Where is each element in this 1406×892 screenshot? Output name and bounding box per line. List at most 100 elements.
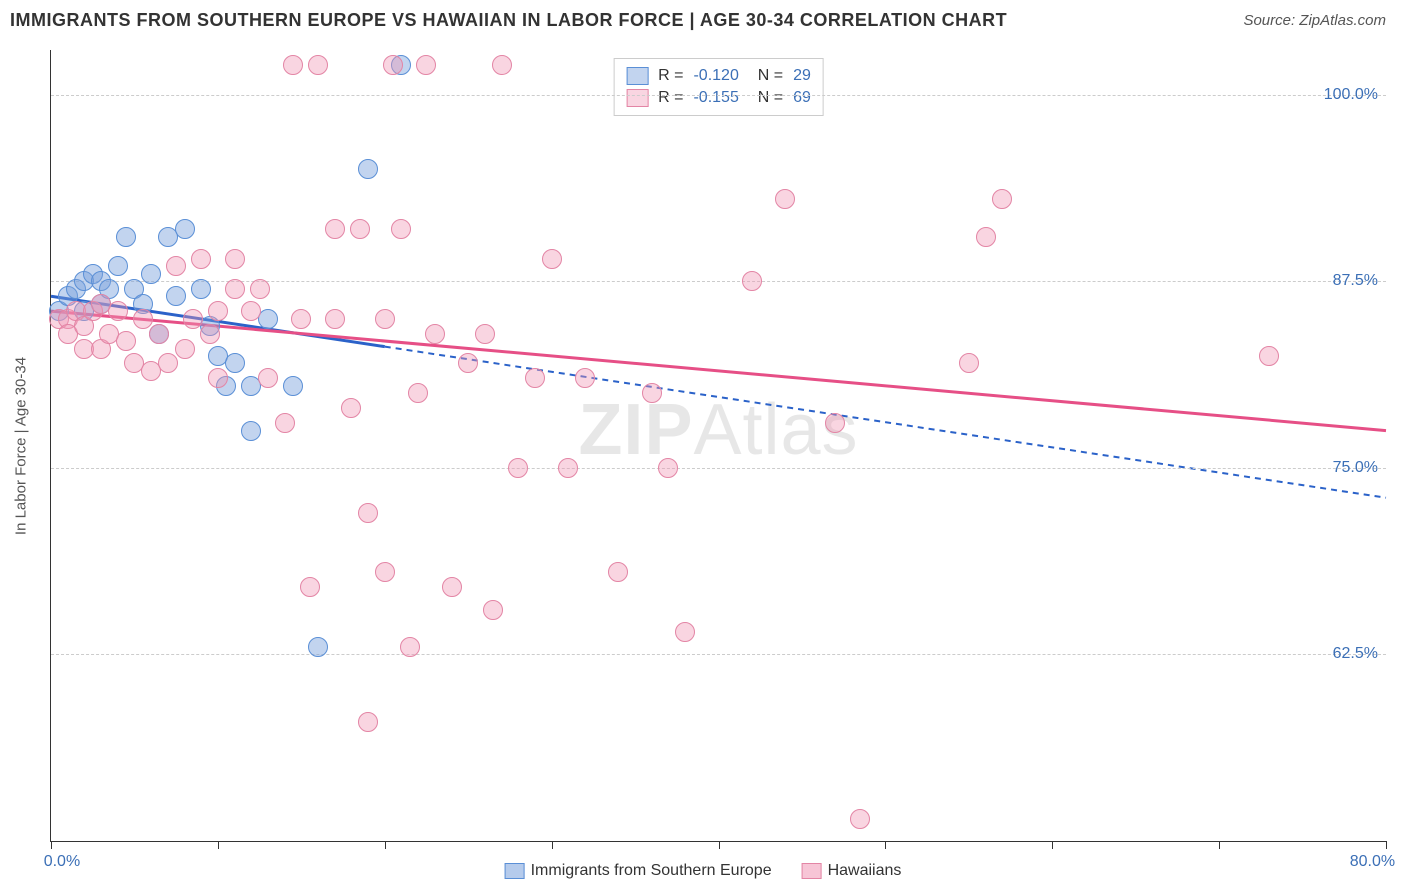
data-point xyxy=(175,219,195,239)
source-label: Source: ZipAtlas.com xyxy=(1243,12,1386,29)
y-tick-label: 62.5% xyxy=(1333,645,1378,663)
y-tick-label: 87.5% xyxy=(1333,272,1378,290)
data-point xyxy=(308,55,328,75)
data-point xyxy=(400,637,420,657)
x-tick xyxy=(1219,841,1220,849)
x-tick xyxy=(51,841,52,849)
legend-label: Hawaiians xyxy=(828,862,902,879)
data-point xyxy=(391,219,411,239)
data-point xyxy=(133,309,153,329)
data-point xyxy=(250,279,270,299)
data-point xyxy=(483,600,503,620)
legend-swatch xyxy=(505,863,525,879)
data-point xyxy=(108,301,128,321)
data-point xyxy=(358,503,378,523)
data-point xyxy=(475,324,495,344)
legend-r-value: -0.120 xyxy=(693,67,738,85)
legend-swatch xyxy=(626,67,648,85)
data-point xyxy=(116,331,136,351)
legend-n-label: N = xyxy=(749,67,783,85)
legend-r-label: R = xyxy=(658,89,683,107)
data-point xyxy=(658,458,678,478)
data-point xyxy=(149,324,169,344)
legend-swatch xyxy=(802,863,822,879)
legend-n-label: N = xyxy=(749,89,783,107)
legend-r-label: R = xyxy=(658,67,683,85)
y-tick-label: 75.0% xyxy=(1333,459,1378,477)
data-point xyxy=(1259,346,1279,366)
data-point xyxy=(442,577,462,597)
data-point xyxy=(200,324,220,344)
data-point xyxy=(308,637,328,657)
data-point xyxy=(775,189,795,209)
y-tick-label: 100.0% xyxy=(1324,86,1378,104)
data-point xyxy=(408,383,428,403)
data-point xyxy=(992,189,1012,209)
data-point xyxy=(358,159,378,179)
data-point xyxy=(375,309,395,329)
data-point xyxy=(742,271,762,291)
data-point xyxy=(492,55,512,75)
legend-item: Hawaiians xyxy=(802,862,902,880)
data-point xyxy=(225,353,245,373)
legend-n-value: 69 xyxy=(793,89,811,107)
data-point xyxy=(225,249,245,269)
data-point xyxy=(191,279,211,299)
data-point xyxy=(241,301,261,321)
chart-plot-area: In Labor Force | Age 30-34 ZIPAtlas R = … xyxy=(50,50,1386,842)
data-point xyxy=(208,301,228,321)
data-point xyxy=(416,55,436,75)
data-point xyxy=(675,622,695,642)
gridline xyxy=(51,468,1386,469)
x-axis-max-label: 80.0% xyxy=(1350,853,1395,871)
data-point xyxy=(642,383,662,403)
legend-item: Immigrants from Southern Europe xyxy=(505,862,772,880)
data-point xyxy=(350,219,370,239)
x-tick xyxy=(218,841,219,849)
data-point xyxy=(850,809,870,829)
data-point xyxy=(825,413,845,433)
data-point xyxy=(166,256,186,276)
series-legend: Immigrants from Southern Europe Hawaiians xyxy=(505,862,902,880)
legend-label: Immigrants from Southern Europe xyxy=(531,862,772,879)
data-point xyxy=(542,249,562,269)
data-point xyxy=(300,577,320,597)
data-point xyxy=(325,219,345,239)
data-point xyxy=(183,309,203,329)
data-point xyxy=(375,562,395,582)
x-tick xyxy=(385,841,386,849)
data-point xyxy=(608,562,628,582)
x-axis-min-label: 0.0% xyxy=(44,853,80,871)
legend-row: R = -0.155 N = 69 xyxy=(626,87,811,109)
gridline xyxy=(51,95,1386,96)
data-point xyxy=(283,55,303,75)
data-point xyxy=(425,324,445,344)
data-point xyxy=(108,256,128,276)
x-tick xyxy=(1052,841,1053,849)
data-point xyxy=(191,249,211,269)
data-point xyxy=(275,413,295,433)
chart-title: IMMIGRANTS FROM SOUTHERN EUROPE VS HAWAI… xyxy=(10,10,1007,31)
y-axis-title: In Labor Force | Age 30-34 xyxy=(13,356,30,534)
data-point xyxy=(158,353,178,373)
data-point xyxy=(458,353,478,373)
data-point xyxy=(241,421,261,441)
data-point xyxy=(166,286,186,306)
x-tick xyxy=(1386,841,1387,849)
data-point xyxy=(341,398,361,418)
x-tick xyxy=(719,841,720,849)
data-point xyxy=(383,55,403,75)
correlation-legend: R = -0.120 N = 29 R = -0.155 N = 69 xyxy=(613,58,824,116)
data-point xyxy=(208,368,228,388)
x-tick xyxy=(552,841,553,849)
data-point xyxy=(325,309,345,329)
data-point xyxy=(508,458,528,478)
data-point xyxy=(558,458,578,478)
data-point xyxy=(258,368,278,388)
data-point xyxy=(175,339,195,359)
legend-swatch xyxy=(626,89,648,107)
data-point xyxy=(575,368,595,388)
legend-n-value: 29 xyxy=(793,67,811,85)
data-point xyxy=(976,227,996,247)
data-point xyxy=(525,368,545,388)
